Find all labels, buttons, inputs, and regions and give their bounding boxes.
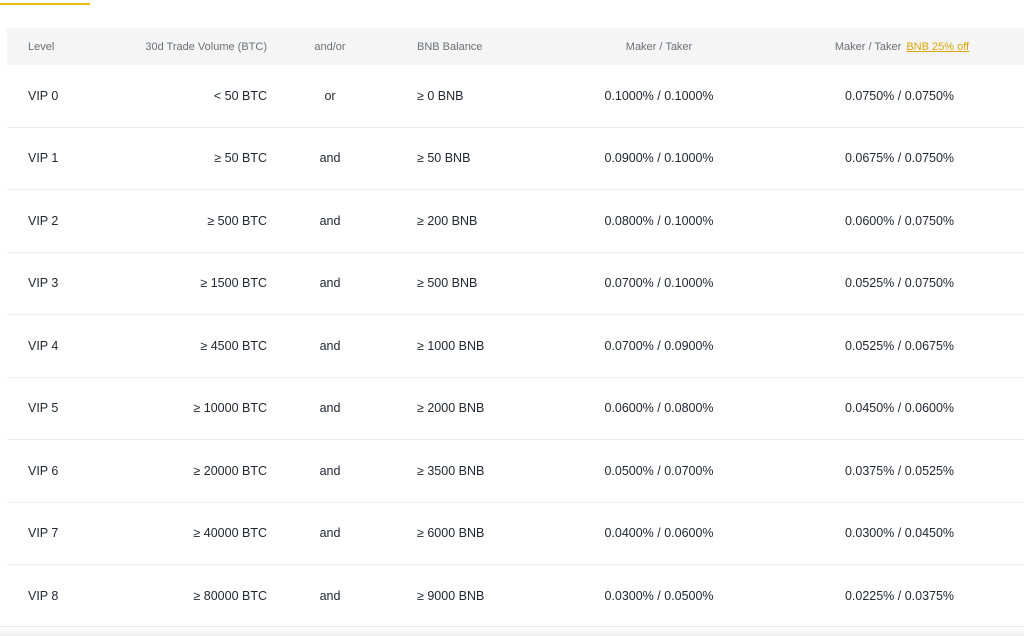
cell-bnb-balance: ≥ 9000 BNB: [417, 589, 485, 604]
bnb-discount-link[interactable]: BNB 25% off: [906, 40, 970, 53]
bottom-edge: [0, 626, 1024, 636]
cell-volume: ≥ 4500 BTC: [200, 338, 267, 353]
table-row: VIP 3 ≥ 1500 BTC and ≥ 500 BNB 0.0700% / 0.1…: [7, 253, 1024, 315]
cell-volume: ≥ 10000 BTC: [193, 401, 267, 416]
cell-level: VIP 4: [28, 338, 59, 353]
cell-level: VIP 7: [28, 526, 59, 541]
cell-volume: ≥ 50 BTC: [214, 151, 267, 166]
cell-bnb-balance: ≥ 0 BNB: [417, 88, 464, 103]
cell-maker-taker: 0.0500% / 0.0700%: [604, 463, 714, 478]
table-row: VIP 4 ≥ 4500 BTC and ≥ 1000 BNB 0.0700% / 0.…: [7, 315, 1024, 378]
table-row: VIP 8 ≥ 80000 BTC and ≥ 9000 BNB 0.0300% / 0…: [7, 565, 1024, 628]
cell-bnb-balance: ≥ 6000 BNB: [417, 526, 485, 541]
cell-maker-taker: 0.0300% / 0.0500%: [604, 589, 714, 604]
table-body: VIP 0 < 50 BTC or ≥ 0 BNB 0.1000% / 0.1000% 0…: [7, 65, 1024, 628]
table-header: Level 30d Trade Volume (BTC) and/or BNB …: [7, 28, 1024, 65]
cell-maker-taker-discount: 0.0375% / 0.0525%: [844, 463, 955, 478]
cell-andor: and: [319, 589, 341, 604]
header-volume: 30d Trade Volume (BTC): [145, 40, 267, 53]
header-maker-taker: Maker / Taker: [625, 40, 693, 53]
cell-bnb-balance: ≥ 200 BNB: [417, 213, 478, 228]
cell-maker-taker-discount: 0.0525% / 0.0675%: [844, 338, 955, 353]
cell-maker-taker: 0.0800% / 0.1000%: [604, 213, 714, 228]
table-row: VIP 6 ≥ 20000 BTC and ≥ 3500 BNB 0.0500% / 0…: [7, 440, 1024, 503]
cell-maker-taker: 0.0400% / 0.0600%: [604, 526, 714, 541]
cell-volume: < 50 BTC: [213, 88, 267, 103]
cell-maker-taker-discount: 0.0525% / 0.0750%: [844, 276, 955, 291]
cell-maker-taker-discount: 0.0450% / 0.0600%: [844, 401, 955, 416]
cell-andor: and: [319, 463, 341, 478]
cell-maker-taker-discount: 0.0675% / 0.0750%: [844, 151, 955, 166]
cell-level: VIP 0: [28, 88, 59, 103]
header-maker-taker-discount-label: Maker / Taker: [834, 40, 902, 53]
cell-bnb-balance: ≥ 500 BNB: [417, 276, 478, 291]
header-maker-taker-discount: Maker / Taker BNB 25% off: [775, 41, 1024, 53]
header-andor: and/or: [314, 40, 346, 53]
cell-maker-taker: 0.1000% / 0.1000%: [604, 88, 714, 103]
cell-bnb-balance: ≥ 2000 BNB: [417, 401, 485, 416]
active-tab-indicator: [0, 3, 90, 5]
cell-volume: ≥ 500 BTC: [207, 213, 267, 228]
cell-maker-taker-discount: 0.0750% / 0.0750%: [844, 88, 955, 103]
header-bnb-balance: BNB Balance: [417, 40, 483, 53]
cell-bnb-balance: ≥ 1000 BNB: [417, 338, 485, 353]
cell-level: VIP 8: [28, 589, 59, 604]
cell-level: VIP 1: [28, 151, 59, 166]
table-row: VIP 7 ≥ 40000 BTC and ≥ 6000 BNB 0.0400% / 0…: [7, 503, 1024, 565]
cell-maker-taker-discount: 0.0600% / 0.0750%: [844, 213, 955, 228]
cell-andor: and: [319, 151, 341, 166]
cell-andor: and: [319, 338, 341, 353]
cell-level: VIP 6: [28, 463, 59, 478]
cell-andor: or: [324, 88, 336, 103]
header-level: Level: [28, 40, 55, 53]
cell-level: VIP 2: [28, 213, 59, 228]
cell-maker-taker: 0.0700% / 0.0900%: [604, 338, 714, 353]
cell-volume: ≥ 1500 BTC: [200, 276, 267, 291]
cell-volume: ≥ 40000 BTC: [193, 526, 267, 541]
cell-volume: ≥ 20000 BTC: [193, 463, 267, 478]
table-row: VIP 1 ≥ 50 BTC and ≥ 50 BNB 0.0900% / 0.1000…: [7, 128, 1024, 190]
cell-maker-taker: 0.0600% / 0.0800%: [604, 401, 714, 416]
cell-andor: and: [319, 213, 341, 228]
cell-bnb-balance: ≥ 50 BNB: [417, 151, 471, 166]
cell-maker-taker-discount: 0.0225% / 0.0375%: [844, 589, 955, 604]
cell-maker-taker: 0.0700% / 0.1000%: [604, 276, 714, 291]
table-row: VIP 2 ≥ 500 BTC and ≥ 200 BNB 0.0800% / 0.10…: [7, 190, 1024, 253]
table-row: VIP 0 < 50 BTC or ≥ 0 BNB 0.1000% / 0.1000% 0…: [7, 65, 1024, 128]
cell-andor: and: [319, 526, 341, 541]
cell-level: VIP 3: [28, 276, 59, 291]
cell-bnb-balance: ≥ 3500 BNB: [417, 463, 485, 478]
cell-maker-taker-discount: 0.0300% / 0.0450%: [844, 526, 955, 541]
cell-volume: ≥ 80000 BTC: [193, 589, 267, 604]
cell-level: VIP 5: [28, 401, 59, 416]
fee-table: Level 30d Trade Volume (BTC) and/or BNB …: [7, 28, 1024, 628]
cell-andor: and: [319, 276, 341, 291]
cell-andor: and: [319, 401, 341, 416]
table-row: VIP 5 ≥ 10000 BTC and ≥ 2000 BNB 0.0600% / 0…: [7, 378, 1024, 440]
cell-maker-taker: 0.0900% / 0.1000%: [604, 151, 714, 166]
